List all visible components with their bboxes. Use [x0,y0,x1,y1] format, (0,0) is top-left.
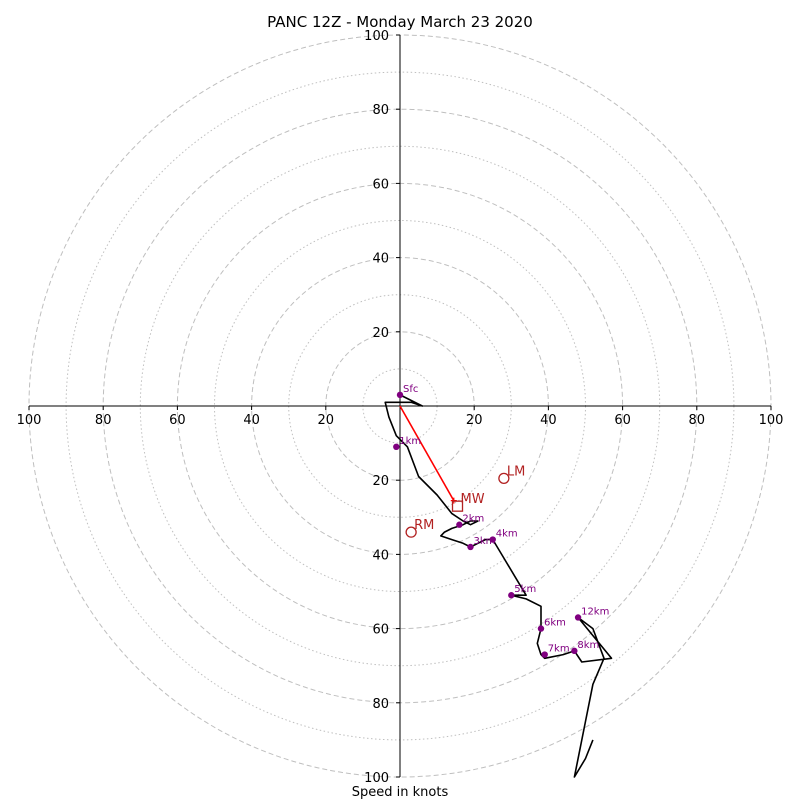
motion-marker-lm [498,472,510,484]
storm-motion-markers: LM RM MW [405,464,525,538]
height-label-4km: 4km [496,529,518,540]
x-tick-label: 40 [243,413,260,428]
y-tick-labels: 100 80 60 40 20 20 40 60 80 100 [364,29,400,786]
height-marker-2km [456,521,463,528]
height-marker-3km [467,543,474,551]
height-marker-8km [571,647,578,655]
height-label-8km: 8km [577,640,599,651]
height-label-2km: 2km [462,514,484,525]
y-tick-label: 60 [372,623,389,638]
x-tick-label: 60 [169,413,186,428]
motion-label-rm: RM [414,518,434,533]
x-tick-label: 40 [540,413,557,428]
x-tick-labels: 100 80 60 40 20 20 40 60 80 100 [17,406,784,428]
motion-marker-mw [451,500,464,512]
y-tick-label: 100 [364,29,389,44]
x-tick-label: 100 [759,413,784,428]
x-tick-label: 80 [95,413,112,428]
x-axis-label: Speed in knots [352,785,449,800]
x-tick-label: 20 [466,413,483,428]
height-label-sfc: Sfc [403,384,418,395]
hodograph-trace-group [384,394,613,778]
y-tick-label: 20 [372,474,389,489]
chart-title: PANC 12Z - Monday March 23 2020 [267,13,533,31]
height-label-6km: 6km [544,618,566,629]
y-tick-label: 20 [372,326,389,341]
height-marker-1km [393,443,400,451]
shear-vector-group [399,405,457,504]
height-marker-sfc [396,391,404,399]
y-tick-label: 60 [372,177,389,192]
x-tick-label: 20 [318,413,335,428]
motion-label-lm: LM [507,464,525,479]
y-tick-label: 100 [364,771,389,786]
y-tick-label: 40 [372,252,389,267]
height-marker-12km [574,614,582,621]
shear-vector [399,405,455,502]
x-tick-label: 60 [614,413,631,428]
motion-marker-rm [405,526,417,538]
height-label-12km: 12km [581,606,609,617]
height-marker-7km [541,651,548,658]
x-tick-label: 80 [689,413,706,428]
y-tick-label: 40 [372,548,389,563]
height-label-5km: 5km [514,584,536,595]
hodograph-trace [384,394,613,778]
y-tick-label: 80 [372,697,389,712]
height-marker-4km [489,536,496,543]
motion-label-mw: MW [461,492,485,507]
y-tick-label: 80 [372,103,389,118]
height-label-7km: 7km [548,644,570,655]
height-label-1km: 1km [399,436,421,447]
x-tick-label: 100 [17,413,42,428]
height-marker-6km [537,625,545,632]
height-marker-5km [508,592,515,599]
height-label-3km: 3km [473,536,495,547]
